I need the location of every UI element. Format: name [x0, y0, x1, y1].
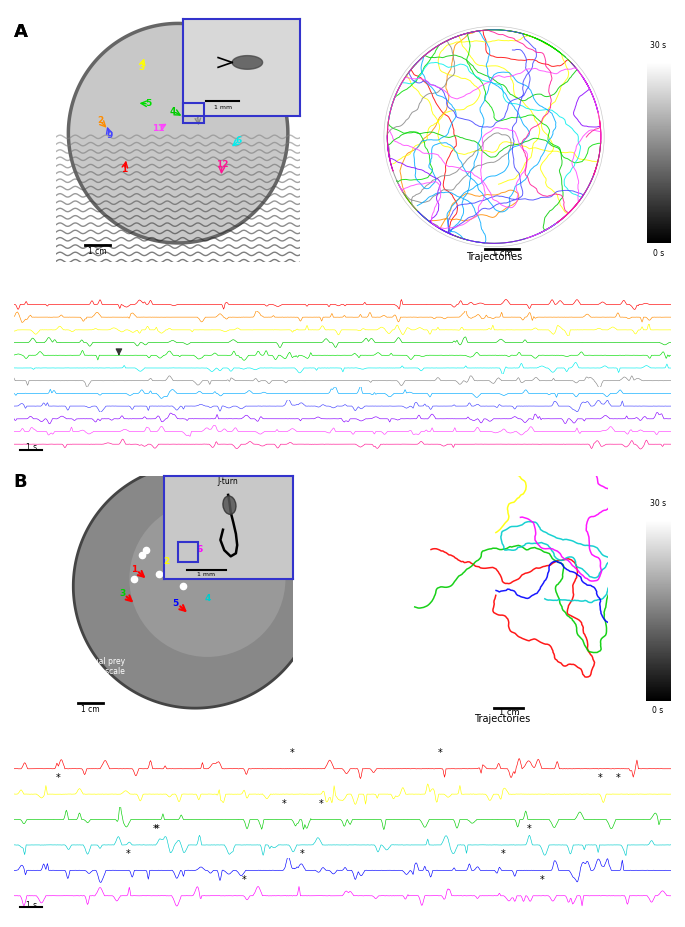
Text: 2: 2 — [163, 557, 169, 566]
Polygon shape — [73, 464, 317, 708]
Text: 1 cm: 1 cm — [499, 707, 519, 717]
Text: 11: 11 — [152, 124, 165, 133]
Text: 0 s: 0 s — [653, 248, 664, 258]
Text: 3: 3 — [119, 589, 125, 598]
Text: Trajectories: Trajectories — [466, 252, 522, 262]
Text: *: * — [598, 773, 603, 783]
Text: B: B — [14, 473, 27, 490]
Text: *: * — [282, 798, 286, 808]
Text: 6: 6 — [236, 136, 242, 145]
Text: *: * — [527, 824, 532, 834]
Text: 4: 4 — [170, 107, 177, 116]
Text: 1 s: 1 s — [25, 901, 37, 910]
Text: *: * — [616, 773, 621, 783]
Text: 2: 2 — [97, 117, 103, 125]
Text: *: * — [319, 798, 323, 808]
Text: 1: 1 — [121, 165, 127, 174]
Text: 5: 5 — [173, 599, 179, 608]
Text: 9: 9 — [107, 131, 113, 140]
Text: 30 s: 30 s — [650, 41, 667, 50]
Text: 12: 12 — [216, 160, 228, 170]
Text: *: * — [56, 773, 61, 783]
Text: Trajectories: Trajectories — [474, 714, 531, 724]
Text: 1 cm: 1 cm — [81, 705, 99, 714]
Text: 6: 6 — [197, 545, 203, 554]
Polygon shape — [68, 23, 288, 243]
Text: *: * — [154, 824, 159, 834]
Text: 30 s: 30 s — [650, 499, 666, 508]
Text: *: * — [126, 849, 131, 859]
Text: 3: 3 — [138, 63, 145, 71]
Text: A: A — [14, 23, 27, 41]
Text: Virtual prey
not to scale: Virtual prey not to scale — [80, 657, 125, 677]
Bar — [178, 542, 198, 562]
Circle shape — [129, 501, 286, 657]
Text: 4: 4 — [204, 594, 210, 603]
Text: 1: 1 — [131, 565, 138, 574]
Bar — [183, 103, 203, 123]
Text: *: * — [242, 875, 247, 884]
Text: *: * — [438, 748, 443, 757]
Text: 1 cm: 1 cm — [88, 247, 107, 256]
Circle shape — [384, 26, 604, 247]
Text: 1 s: 1 s — [25, 443, 37, 452]
Text: 10: 10 — [184, 75, 197, 84]
Text: *: * — [153, 824, 158, 834]
Text: A: A — [14, 23, 27, 41]
Text: 1 cm: 1 cm — [492, 248, 512, 258]
Text: *: * — [300, 849, 305, 859]
Text: 0 s: 0 s — [652, 706, 664, 716]
Text: 8: 8 — [190, 90, 196, 98]
Text: 7: 7 — [195, 111, 201, 121]
Text: *: * — [290, 748, 295, 757]
Text: *: * — [540, 875, 545, 884]
Text: *: * — [501, 849, 506, 859]
Text: 5: 5 — [146, 99, 152, 108]
